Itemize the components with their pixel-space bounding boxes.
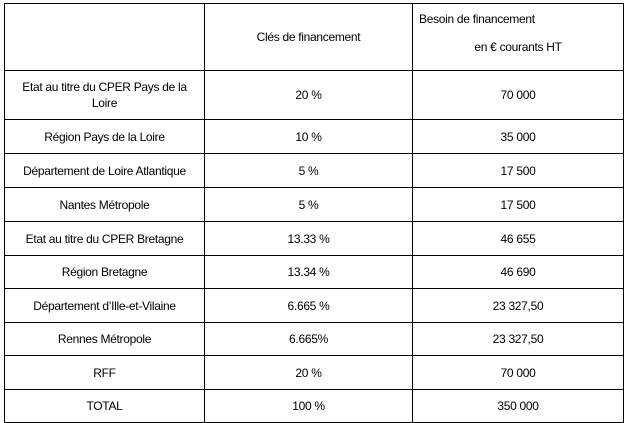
row-key: 13.34 %	[204, 255, 413, 289]
table-row: Département d’Ille-et-Vilaine 6.665 % 23…	[4, 288, 624, 323]
table-row: Nantes Métropole 5 % 17 500	[4, 187, 624, 222]
row-need: 70 000	[412, 355, 624, 390]
row-label: Etat au titre du CPER Pays de la Loire	[4, 70, 205, 120]
row-key: 5 %	[204, 187, 413, 222]
financing-table: Clés de financement Besoin de financemen…	[4, 3, 624, 423]
header-empty-cell	[4, 3, 205, 71]
row-label: RFF	[4, 355, 205, 390]
row-key: 100 %	[204, 389, 413, 423]
table-row: Rennes Métropole 6.665% 23 327,50	[4, 322, 624, 356]
table-body: Clés de financement Besoin de financemen…	[4, 3, 624, 423]
row-key: 6.665 %	[204, 288, 413, 323]
row-need: 23 327,50	[412, 322, 624, 356]
row-label: Département d’Ille-et-Vilaine	[4, 288, 205, 323]
header-keys: Clés de financement	[204, 3, 413, 71]
row-label: Département de Loire Atlantique	[4, 153, 205, 188]
table-row: Département de Loire Atlantique 5 % 17 5…	[4, 153, 624, 188]
row-need: 46 655	[412, 221, 624, 256]
row-need: 70 000	[412, 70, 624, 120]
row-need: 350 000	[412, 389, 624, 423]
row-key: 13.33 %	[204, 221, 413, 256]
header-row: Clés de financement Besoin de financemen…	[4, 3, 624, 71]
row-key: 20 %	[204, 70, 413, 120]
row-key: 5 %	[204, 153, 413, 188]
header-need-line2: en € courants HT	[474, 40, 562, 54]
header-need-line1: Besoin de financement	[419, 12, 535, 26]
row-label: TOTAL	[4, 389, 205, 423]
row-need: 23 327,50	[412, 288, 624, 323]
row-need: 17 500	[412, 187, 624, 222]
table-row: Etat au titre du CPER Bretagne 13.33 % 4…	[4, 221, 624, 256]
table-row: Région Bretagne 13.34 % 46 690	[4, 255, 624, 289]
table-row: Etat au titre du CPER Pays de la Loire 2…	[4, 70, 624, 120]
row-key: 20 %	[204, 355, 413, 390]
row-label: Etat au titre du CPER Bretagne	[4, 221, 205, 256]
row-key: 10 %	[204, 119, 413, 154]
row-key: 6.665%	[204, 322, 413, 356]
row-need: 46 690	[412, 255, 624, 289]
row-label: Région Bretagne	[4, 255, 205, 289]
table-row: RFF 20 % 70 000	[4, 355, 624, 390]
total-row: TOTAL 100 % 350 000	[4, 389, 624, 423]
row-label: Nantes Métropole	[4, 187, 205, 222]
header-need: Besoin de financement en € courants HT	[412, 3, 624, 71]
row-need: 35 000	[412, 119, 624, 154]
row-label: Rennes Métropole	[4, 322, 205, 356]
row-need: 17 500	[412, 153, 624, 188]
table-row: Région Pays de la Loire 10 % 35 000	[4, 119, 624, 154]
row-label: Région Pays de la Loire	[4, 119, 205, 154]
